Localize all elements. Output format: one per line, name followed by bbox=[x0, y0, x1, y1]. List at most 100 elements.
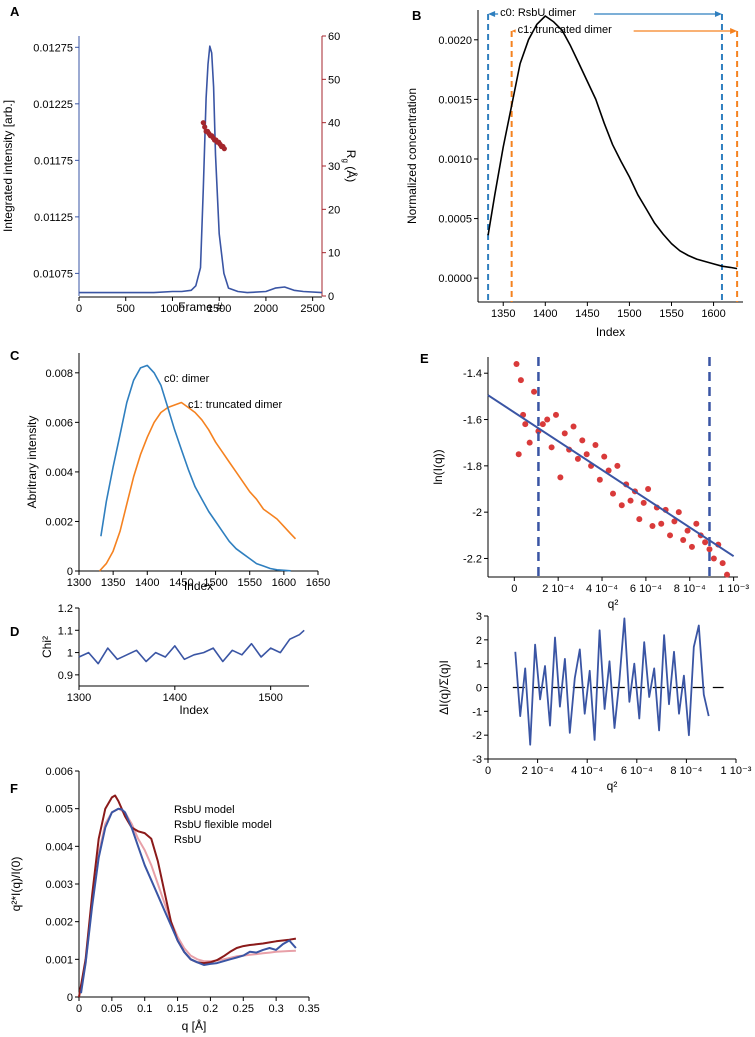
data-point bbox=[675, 509, 682, 516]
x-tick-label: 1350 bbox=[491, 308, 515, 320]
data-point bbox=[605, 467, 612, 474]
x-axis-label: Index bbox=[596, 325, 625, 339]
x-tick-label: 2500 bbox=[300, 303, 324, 315]
panel-label: E bbox=[420, 351, 429, 366]
range-label: c1: truncated dimer bbox=[518, 24, 612, 36]
x-tick-label: 0 bbox=[511, 583, 517, 595]
y-tick-label: 0.01075 bbox=[33, 268, 73, 280]
data-point bbox=[702, 539, 709, 546]
data-point bbox=[667, 532, 674, 539]
panel-c: 1300 1350 1400 1450 1500 1550 1600 1650 0 0.002 0.… bbox=[25, 353, 330, 593]
y-tick-label: 0.0015 bbox=[438, 94, 472, 106]
data-point bbox=[570, 423, 577, 430]
y-tick-label: 50 bbox=[328, 74, 340, 86]
y-tick-label: -1 bbox=[472, 706, 482, 718]
y-tick-label: -1.6 bbox=[463, 415, 482, 427]
x-tick-label: 8 10⁻⁴ bbox=[674, 583, 706, 595]
y-tick-label: 0.0020 bbox=[438, 35, 472, 47]
x-tick-label: 0 bbox=[76, 1003, 82, 1015]
y-tick-label: 0.005 bbox=[45, 804, 73, 816]
x-tick-label: 1600 bbox=[272, 577, 296, 589]
x-tick-label: 0 bbox=[76, 303, 82, 315]
data-point bbox=[583, 451, 590, 458]
y-tick-label: -2 bbox=[472, 507, 482, 519]
y-tick-label: 0.0010 bbox=[438, 154, 472, 166]
data-point bbox=[693, 520, 700, 527]
y-tick-label: 0.006 bbox=[45, 417, 73, 429]
series-label-c1: c1: truncated dimer bbox=[188, 399, 282, 411]
range-arrow-head-right bbox=[730, 28, 738, 34]
y-tick-label: 0.004 bbox=[45, 467, 73, 479]
concentration-line bbox=[487, 15, 738, 270]
x-tick-label: 6 10⁻⁴ bbox=[630, 583, 662, 595]
legend-entry: RsbU model bbox=[174, 804, 235, 816]
x-axis-label: Index bbox=[184, 579, 213, 593]
range-label-bg bbox=[515, 22, 634, 35]
data-point bbox=[552, 411, 559, 418]
y-axis-right-label-main: R bbox=[344, 150, 358, 159]
y-tick-label: 3 bbox=[476, 611, 482, 623]
data-point bbox=[645, 486, 652, 492]
x-tick-label: 1 10⁻³ bbox=[721, 765, 752, 777]
x-tick-label: 1350 bbox=[101, 577, 125, 589]
data-point bbox=[640, 499, 647, 506]
residual-line bbox=[514, 617, 710, 746]
x-tick-label: 1500 bbox=[617, 308, 641, 320]
y-tick-label: 0.002 bbox=[45, 917, 73, 929]
y-tick-label: 0.01125 bbox=[34, 212, 73, 224]
x-tick-label: 0.3 bbox=[268, 1003, 283, 1015]
x-tick-label: 1300 bbox=[67, 577, 91, 589]
x-tick-label: 1600 bbox=[701, 308, 725, 320]
x-tick-label: 4 10⁻⁴ bbox=[586, 583, 618, 595]
y-tick-label: 0 bbox=[67, 566, 73, 578]
data-point bbox=[627, 497, 634, 504]
x-axis-label: q² bbox=[608, 597, 619, 611]
x-tick-label: 1550 bbox=[237, 577, 261, 589]
x-tick-label: 1400 bbox=[163, 692, 187, 704]
y-axis-right-label: Rg (Å) bbox=[341, 150, 359, 182]
y-tick-label: 1 bbox=[476, 659, 482, 671]
c0-line bbox=[100, 364, 291, 572]
y-tick-label: 60 bbox=[328, 31, 340, 43]
data-point bbox=[724, 571, 731, 578]
y-tick-label: 0 bbox=[476, 683, 482, 695]
data-point bbox=[539, 421, 546, 428]
y-tick-label: 0.008 bbox=[45, 368, 73, 380]
x-tick-label: 0.05 bbox=[101, 1003, 122, 1015]
y-tick-label: 0.006 bbox=[45, 766, 73, 778]
y-tick-label: 0.004 bbox=[45, 841, 73, 853]
series-label-c0: c0: dimer bbox=[164, 373, 210, 385]
y-axis-right-label-rest: (Å) bbox=[344, 163, 359, 182]
x-tick-label: 1400 bbox=[533, 308, 557, 320]
y-tick-label: 0 bbox=[328, 291, 334, 303]
data-point bbox=[561, 430, 568, 437]
x-tick-label: 8 10⁻⁴ bbox=[670, 765, 702, 777]
panel-label: C bbox=[10, 348, 20, 363]
x-tick-label: 0.35 bbox=[298, 1003, 319, 1015]
x-tick-label: 1000 bbox=[160, 303, 184, 315]
x-tick-label: 1650 bbox=[306, 577, 330, 589]
y-tick-label: -3 bbox=[472, 754, 482, 766]
data-point bbox=[557, 474, 564, 481]
x-tick-label: 0.15 bbox=[167, 1003, 188, 1015]
panel-f: 0 0.05 0.1 0.15 0.2 0.25 0.3 0.35 0 0.001 0.002 0.0… bbox=[9, 766, 320, 1033]
data-point bbox=[526, 439, 533, 446]
data-point bbox=[684, 527, 691, 534]
x-axis-label: Frame # bbox=[178, 300, 223, 314]
data-point bbox=[592, 442, 599, 448]
data-point bbox=[601, 453, 608, 460]
x-tick-label: 6 10⁻⁴ bbox=[621, 765, 653, 777]
data-point bbox=[680, 536, 687, 543]
y-tick-label: 1 bbox=[67, 648, 73, 660]
y-axis-right-label-sub: g bbox=[341, 158, 350, 162]
y-tick-label: 1.2 bbox=[58, 603, 73, 615]
x-tick-label: 1450 bbox=[169, 577, 193, 589]
range-arrow-head-left bbox=[488, 11, 496, 17]
rsbu-line bbox=[80, 807, 297, 994]
data-point bbox=[515, 451, 522, 458]
y-tick-label: 1.1 bbox=[58, 625, 73, 637]
y-tick-label: 2 bbox=[476, 635, 482, 647]
panel-e-residuals: 0 2 10⁻⁴ 4 10⁻⁴ 6 10⁻⁴ 8 10⁻⁴ 1 10⁻³ -3 -2 -1 0 1 2… bbox=[437, 611, 752, 793]
panel-label: B bbox=[412, 8, 421, 23]
fit-line bbox=[487, 394, 735, 557]
